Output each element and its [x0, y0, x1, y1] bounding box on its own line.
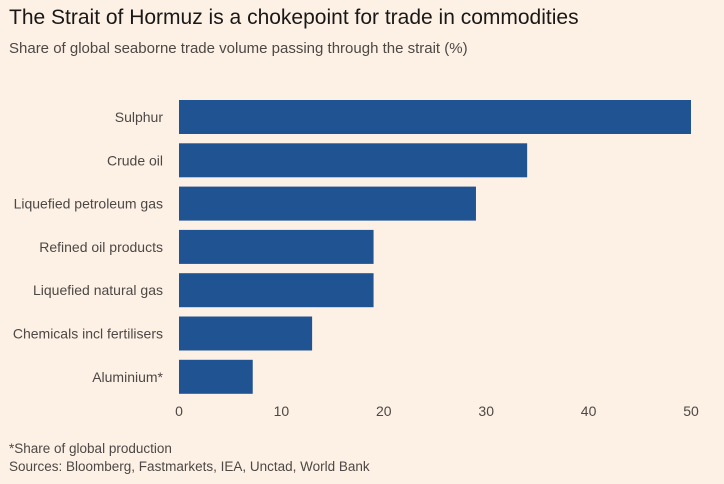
x-tick-label: 50 — [683, 403, 699, 419]
x-tick-label: 0 — [175, 403, 183, 419]
chart-title: The Strait of Hormuz is a chokepoint for… — [9, 6, 579, 29]
category-label: Chemicals incl fertilisers — [13, 326, 163, 342]
bar-chart: Sulphur Crude oil Liquefied petroleum gas R… — [13, 100, 699, 419]
source-note: Sources: Bloomberg, Fastmarkets, IEA, Un… — [9, 459, 370, 474]
bar-6 — [179, 359, 253, 394]
x-tick-label: 40 — [581, 403, 597, 419]
bar-2 — [179, 186, 476, 221]
category-label: Sulphur — [115, 109, 164, 125]
bar-5 — [179, 316, 313, 351]
category-label: Crude oil — [107, 152, 163, 168]
chart-subtitle: Share of global seaborne trade volume pa… — [9, 40, 468, 57]
category-label: Aluminium* — [92, 369, 163, 385]
x-tick-label: 30 — [478, 403, 494, 419]
category-label: Liquefied petroleum gas — [14, 196, 163, 212]
category-label: Liquefied natural gas — [33, 282, 163, 298]
category-label: Refined oil products — [39, 239, 163, 255]
footnote: *Share of global production — [9, 441, 172, 456]
x-tick-label: 10 — [274, 403, 290, 419]
bar-3 — [179, 229, 374, 264]
bar-4 — [179, 273, 374, 308]
x-tick-label: 20 — [376, 403, 392, 419]
bar-0 — [179, 100, 691, 134]
bar-1 — [179, 143, 528, 178]
